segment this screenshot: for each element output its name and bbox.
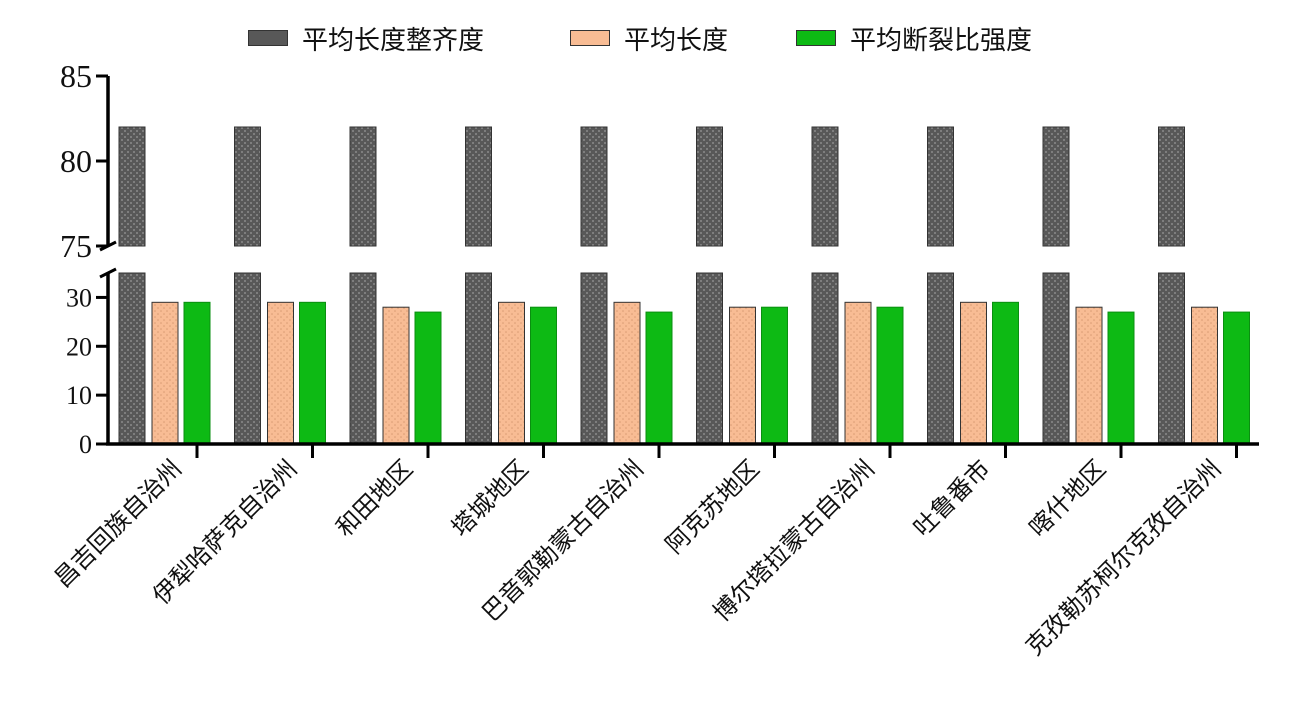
legend-swatch-series-3	[796, 30, 836, 46]
bar-series-1-upper	[696, 126, 723, 247]
bar-series-3	[1223, 311, 1250, 445]
legend-swatch-series-1	[248, 30, 288, 46]
bar-series-1-upper	[927, 126, 954, 247]
legend-item-series-1: 平均长度整齐度	[248, 18, 484, 58]
bar-series-2	[729, 306, 756, 445]
bar-series-1-lower	[234, 272, 261, 445]
y-tick-label: 10	[66, 381, 92, 410]
bar-series-2	[267, 301, 294, 445]
x-tick-label: 阿克苏地区	[660, 454, 765, 559]
bar-series-3	[761, 306, 788, 445]
bar-series-3	[1107, 311, 1135, 445]
bar-series-2	[1191, 306, 1218, 445]
x-tick-label: 克孜勒苏柯尔克孜自治州	[1020, 454, 1226, 660]
bar-series-3	[183, 301, 211, 445]
axis-layer: 75 80 85 0 10 20 30	[60, 58, 1259, 459]
y-tick-label: 30	[66, 283, 92, 312]
bar-series-2	[960, 301, 987, 445]
y-tick-label: 85	[60, 58, 92, 94]
bar-series-2	[844, 301, 872, 445]
y-tick-label: 0	[79, 430, 92, 459]
bar-series-1-lower	[927, 272, 954, 445]
legend-label-series-2: 平均长度	[624, 25, 729, 56]
bar-series-1-lower	[1042, 272, 1070, 445]
bar-series-1-lower	[465, 272, 492, 445]
bar-series-2	[382, 306, 410, 445]
bar-series-1-lower	[118, 272, 146, 445]
legend-item-series-3: 平均断裂比强度	[796, 18, 1032, 58]
bar-series-1-upper	[349, 126, 377, 247]
x-tick-label: 塔城地区	[446, 454, 534, 542]
bar-series-3	[992, 301, 1019, 445]
bar-series-1-upper	[1042, 126, 1070, 247]
bar-series-1-lower	[349, 272, 377, 445]
legend-item-series-2: 平均长度	[570, 18, 728, 58]
bar-series-1-lower	[1158, 272, 1185, 445]
x-tick-label: 吐鲁番市	[908, 454, 996, 542]
bar-series-1-upper	[465, 126, 492, 247]
x-tick-label: 和田地区	[331, 454, 419, 542]
bar-series-2	[1075, 306, 1103, 445]
axis-break-mark-lower	[99, 267, 117, 279]
y-tick-label: 20	[66, 332, 92, 361]
bar-series-3	[414, 311, 442, 445]
y-tick-label: 80	[60, 143, 92, 179]
bar-series-3	[299, 301, 326, 445]
bar-series-3	[645, 311, 673, 445]
bar-series-3	[530, 306, 557, 445]
bar-series-1-upper	[118, 126, 146, 247]
legend: 平均长度整齐度 平均长度 平均断裂比强度	[0, 18, 1299, 58]
x-tick-label: 喀什地区	[1024, 454, 1112, 542]
bar-series-1-upper	[811, 126, 839, 247]
bar-series-3	[876, 306, 904, 445]
bar-series-2	[151, 301, 179, 445]
bar-series-1-lower	[580, 272, 608, 445]
legend-label-series-1: 平均长度整齐度	[302, 25, 485, 56]
bar-series-1-lower	[696, 272, 723, 445]
bar-series-1-lower	[811, 272, 839, 445]
bar-series-2	[613, 301, 641, 445]
bars-layer	[118, 126, 1250, 445]
bar-series-1-upper	[580, 126, 608, 247]
y-tick-label: 75	[60, 228, 92, 264]
bar-series-2	[498, 301, 525, 445]
legend-label-series-3: 平均断裂比强度	[850, 25, 1033, 56]
bar-series-1-upper	[1158, 126, 1185, 247]
bar-series-1-upper	[234, 126, 261, 247]
legend-swatch-series-2	[570, 30, 610, 46]
